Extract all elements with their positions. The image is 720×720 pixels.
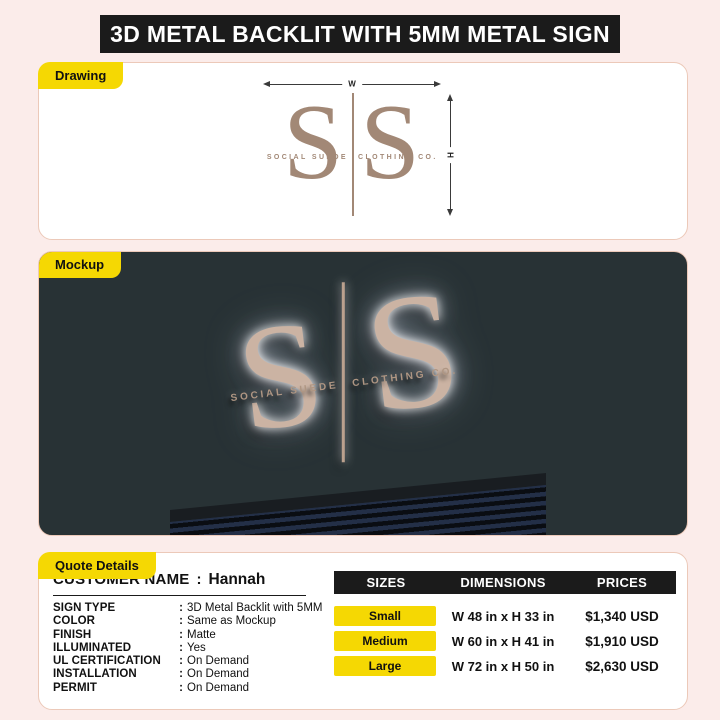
pricing-row-small: Small W 48 in x H 33 in $1,340 USD	[334, 606, 676, 626]
spec-colon: :	[179, 628, 183, 641]
header-sizes: SIZES	[366, 575, 406, 590]
width-dimension-arrow: W	[263, 78, 441, 90]
pricing-table-header: SIZES DIMENSIONS PRICES	[334, 571, 676, 594]
dimensions-value: W 72 in x H 50 in	[451, 658, 555, 674]
pricing-table-body: Small W 48 in x H 33 in $1,340 USD Mediu…	[334, 606, 676, 676]
customer-name-underline	[53, 595, 306, 596]
width-dimension-label: W	[342, 79, 362, 89]
spec-row-permit: PERMIT : On Demand	[53, 682, 353, 695]
spec-label: INSTALLATION	[53, 668, 137, 681]
logo-monogram-right: S	[355, 254, 470, 448]
pricing-row-large: Large W 72 in x H 50 in $2,630 USD	[334, 656, 676, 676]
price-value: $1,910 USD	[585, 633, 659, 649]
spec-colon: :	[179, 641, 183, 654]
quote-details-panel: Quote Details CUSTOMER NAME : Hannah SIG…	[38, 552, 688, 710]
dimensions-value: W 60 in x H 41 in	[451, 633, 555, 649]
drawing-panel: Drawing W H S S SOCIAL SUEDE CLOTHING CO…	[38, 62, 688, 240]
price-value: $2,630 USD	[585, 658, 659, 674]
spec-value: Yes	[187, 641, 206, 654]
size-badge: Medium	[334, 631, 436, 651]
header-prices: PRICES	[596, 575, 648, 590]
logo-tagline-left: SOCIAL SUEDE	[266, 154, 348, 161]
spec-value: 3D Metal Backlit with 5MM	[187, 602, 323, 614]
spec-row-finish: FINISH : Matte	[53, 629, 353, 642]
spec-label: SIGN TYPE	[53, 602, 116, 614]
spec-row-installation: INSTALLATION : On Demand	[53, 668, 353, 681]
spec-label: PERMIT	[53, 681, 98, 694]
logo-drawing: S S SOCIAL SUEDE CLOTHING CO.	[39, 63, 687, 239]
customer-name-colon: :	[196, 571, 202, 588]
spec-row-illuminated: ILLUMINATED : Yes	[53, 642, 353, 655]
size-badge: Small	[334, 606, 436, 626]
logo-divider	[341, 282, 345, 463]
spec-row-sign-type: SIGN TYPE : 3D Metal Backlit with 5MM	[53, 602, 353, 615]
logo-mockup-backlit: S S SOCIAL SUEDE CLOTHING CO.	[165, 254, 527, 502]
spec-value: On Demand	[187, 668, 250, 681]
logo-divider	[352, 93, 354, 216]
drawing-section-label: Drawing	[38, 62, 124, 89]
height-dimension-arrow: H	[444, 94, 456, 216]
spec-list: SIGN TYPE : 3D Metal Backlit with 5MM CO…	[53, 602, 353, 695]
logo-monogram-right: S	[360, 83, 421, 202]
mockup-panel: Mockup S S SOCIAL SUEDE CLOTHING CO.	[38, 251, 688, 536]
spec-label: COLOR	[53, 615, 96, 628]
spec-label: FINISH	[53, 628, 92, 641]
spec-value: On Demand	[187, 655, 250, 668]
header-dimensions: DIMENSIONS	[460, 575, 546, 590]
logo-monogram-left: S	[228, 288, 333, 464]
mockup-section-label: Mockup	[39, 252, 122, 278]
customer-name-value: Hannah	[208, 571, 266, 588]
price-value: $1,340 USD	[585, 608, 659, 624]
logo-monogram-left: S	[283, 83, 344, 202]
spec-colon: :	[179, 681, 183, 694]
spec-colon: :	[179, 602, 183, 614]
spec-label: ILLUMINATED	[53, 641, 132, 654]
dimensions-value: W 48 in x H 33 in	[451, 608, 555, 624]
spec-row-color: COLOR : Same as Mockup	[53, 615, 353, 628]
pricing-table: SIZES DIMENSIONS PRICES Small W 48 in x …	[334, 571, 676, 676]
spec-colon: :	[179, 615, 183, 628]
spec-colon: :	[179, 655, 183, 668]
page-title: 3D METAL BACKLIT WITH 5MM METAL SIGN	[100, 15, 620, 53]
logo-tagline-right: CLOTHING CO.	[358, 154, 438, 161]
pricing-row-medium: Medium W 60 in x H 41 in $1,910 USD	[334, 631, 676, 651]
spec-value: Same as Mockup	[187, 615, 276, 628]
spec-value: On Demand	[187, 681, 250, 694]
spec-row-ul-certification: UL CERTIFICATION : On Demand	[53, 655, 353, 668]
size-badge: Large	[334, 656, 436, 676]
spec-label: UL CERTIFICATION	[53, 655, 161, 668]
spec-colon: :	[179, 668, 183, 681]
quote-section-label: Quote Details	[38, 552, 156, 579]
spec-value: Matte	[187, 628, 216, 641]
